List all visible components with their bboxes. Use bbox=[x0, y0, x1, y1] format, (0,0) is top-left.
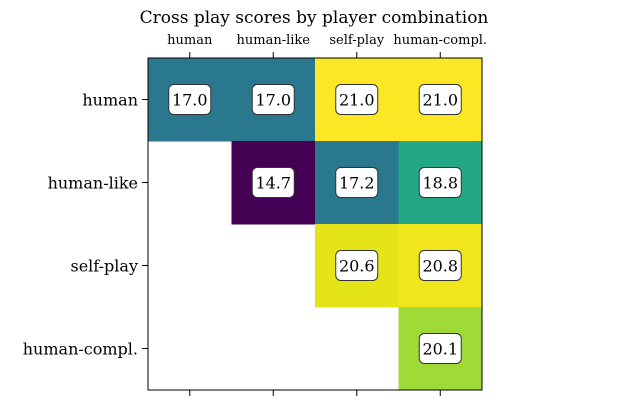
cell-label-box bbox=[335, 84, 379, 115]
cell-value-label: 18.8 bbox=[422, 174, 458, 193]
chart-title: Cross play scores by player combination bbox=[140, 8, 489, 28]
cell-value-labels: 17.0 17.0 21.0 21.0 14.7 17.2 18.8 20.6 20.8 20.1 bbox=[168, 84, 462, 364]
cell-label-box bbox=[335, 167, 379, 198]
cell-label-box bbox=[418, 250, 462, 281]
cell-value-label: 17.0 bbox=[255, 91, 291, 110]
row-tick-label: human bbox=[82, 91, 138, 110]
axis-ticks bbox=[142, 52, 441, 396]
cell-label-box bbox=[418, 333, 462, 364]
row-tick-label: human-compl. bbox=[23, 340, 138, 359]
column-tick-label: human-compl. bbox=[393, 33, 487, 48]
cell-value-label: 14.7 bbox=[255, 174, 291, 193]
cell-label-box bbox=[168, 84, 212, 115]
cell-value-label: 17.2 bbox=[339, 174, 375, 193]
cell-label-box bbox=[335, 250, 379, 281]
column-tick-label: human bbox=[167, 33, 213, 48]
cell-label-box bbox=[251, 167, 295, 198]
column-tick-label: self-play bbox=[329, 33, 384, 48]
cell-value-label: 21.0 bbox=[339, 91, 375, 110]
cell-value-label: 20.8 bbox=[422, 257, 458, 276]
cell-label-box bbox=[418, 167, 462, 198]
row-tick-label: self-play bbox=[71, 257, 139, 276]
cell-value-label: 20.6 bbox=[339, 257, 375, 276]
column-tick-label: human-like bbox=[237, 33, 311, 48]
plot-frame bbox=[147, 57, 483, 391]
row-tick-labels: human human-like self-play human-compl. bbox=[23, 91, 138, 359]
cell-value-label: 20.1 bbox=[422, 340, 458, 359]
cell-value-label: 21.0 bbox=[422, 91, 458, 110]
cell-value-label: 17.0 bbox=[172, 91, 208, 110]
column-tick-labels: human human-like self-play human-compl. bbox=[167, 33, 487, 48]
row-tick-label: human-like bbox=[48, 174, 138, 193]
cell-label-box bbox=[251, 84, 295, 115]
cell-label-box bbox=[418, 84, 462, 115]
